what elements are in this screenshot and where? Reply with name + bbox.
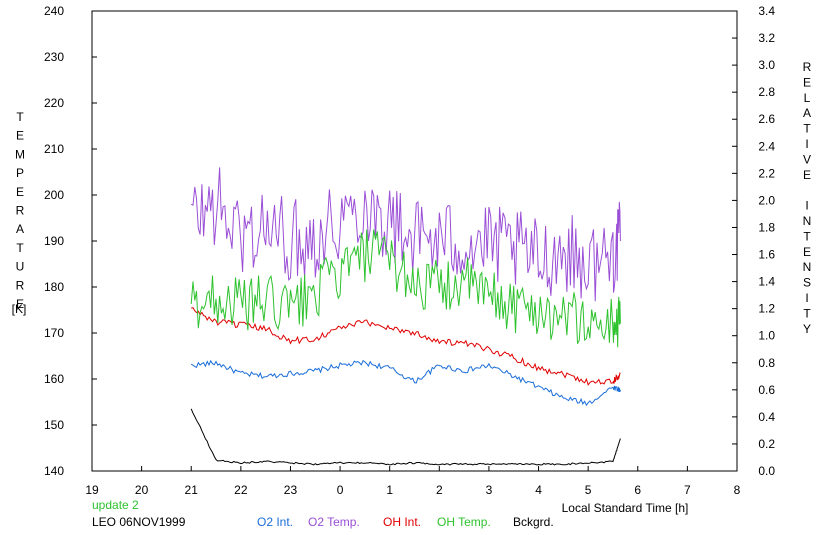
- right-title-letter: V: [803, 152, 811, 166]
- x-tick-label: 8: [734, 483, 741, 497]
- left-title-letter: R: [16, 278, 25, 292]
- left-title-letter: R: [16, 204, 25, 218]
- left-tick-label: 180: [44, 280, 64, 294]
- right-tick-label: 0.8: [758, 356, 775, 370]
- right-tick-label: 0.6: [758, 383, 775, 397]
- right-tick-label: 3.4: [758, 4, 775, 18]
- left-tick-label: 240: [44, 4, 64, 18]
- legend: O2 Int. O2 Temp. OH Int. OH Temp. Bckgrd.: [257, 515, 554, 529]
- series-line-oh-int: [191, 307, 621, 386]
- right-title-letter: E: [803, 75, 811, 89]
- right-title-letter: E: [803, 168, 811, 182]
- left-tick-label: 160: [44, 372, 64, 386]
- x-tick-label: 4: [535, 483, 542, 497]
- right-tick-label: 2.4: [758, 139, 775, 153]
- left-tick-label: 200: [44, 188, 64, 202]
- left-tick-label: 190: [44, 234, 64, 248]
- right-tick-label: 2.0: [758, 193, 775, 207]
- right-title-letter: Y: [803, 322, 811, 336]
- left-title-letter: P: [16, 166, 24, 180]
- right-title-letter: I: [805, 291, 808, 305]
- left-tick-label: 150: [44, 418, 64, 432]
- x-tick-label: 0: [337, 483, 344, 497]
- legend-entry: O2 Temp.: [308, 515, 360, 529]
- left-title-letter: A: [16, 222, 24, 236]
- right-tick-label: 3.2: [758, 31, 775, 45]
- right-axis: 0.0 0.2 0.4 0.6 0.8 1.0 1.2 1.4 1.6 1.8 2.0 2.2 2.4 2…: [732, 4, 775, 478]
- left-tick-label: 230: [44, 50, 64, 64]
- legend-entry: O2 Int.: [257, 515, 293, 529]
- right-tick-label: 1.0: [758, 329, 775, 343]
- right-tick-label: 1.2: [758, 302, 775, 316]
- right-tick-label: 2.2: [758, 166, 775, 180]
- right-title-letter: I: [805, 137, 808, 151]
- right-title-letter: A: [803, 106, 811, 120]
- left-title-letter: M: [15, 147, 25, 161]
- x-tick-label: 22: [234, 483, 248, 497]
- left-title-letter: E: [16, 129, 24, 143]
- right-tick-label: 3.0: [758, 58, 775, 72]
- x-tick-label: 1: [386, 483, 393, 497]
- right-title-letter: T: [803, 306, 811, 320]
- left-tick-label: 210: [44, 142, 64, 156]
- x-tick-label: 19: [85, 483, 99, 497]
- right-tick-label: 0.4: [758, 410, 775, 424]
- x-tick-label: 6: [634, 483, 641, 497]
- right-title-letter: R: [803, 60, 812, 74]
- x-axis: 19 20 21 22 23 0 1 2 3 4 5 6 7 8: [85, 466, 741, 497]
- x-tick-label: 5: [585, 483, 592, 497]
- right-tick-label: 1.4: [758, 275, 775, 289]
- left-title-letter: E: [16, 185, 24, 199]
- legend-entry: OH Temp.: [437, 515, 491, 529]
- left-title-letter: T: [16, 110, 24, 124]
- series-line-bckgrd: [190, 408, 621, 466]
- left-title-letter: T: [16, 241, 24, 255]
- series-line-o2-temp: [190, 167, 621, 302]
- right-tick-label: 1.8: [758, 220, 775, 234]
- station-annotation: LEO 06NOV1999: [92, 515, 186, 529]
- x-tick-label: 3: [486, 483, 493, 497]
- series-line-oh-temp: [190, 229, 621, 348]
- right-tick-label: 0.0: [758, 464, 775, 478]
- series-line-o2-int: [190, 359, 621, 407]
- left-tick-label: 140: [44, 464, 64, 478]
- right-title-letter: T: [803, 122, 811, 136]
- right-title-letter: E: [803, 245, 811, 259]
- left-tick-label: 220: [44, 96, 64, 110]
- x-tick-label: 23: [284, 483, 298, 497]
- left-tick-label: 170: [44, 326, 64, 340]
- right-title-letter: I: [805, 199, 808, 213]
- x-tick-label: 20: [135, 483, 149, 497]
- x-tick-label: 7: [684, 483, 691, 497]
- left-axis: 140 150 160 170 180 190 200 210 220 230 240: [44, 4, 97, 478]
- right-tick-label: 2.8: [758, 85, 775, 99]
- series-layer: [190, 167, 621, 466]
- right-tick-label: 2.6: [758, 112, 775, 126]
- right-title-letter: N: [803, 214, 812, 228]
- right-tick-label: 0.2: [758, 437, 775, 451]
- left-title-letter: E: [16, 297, 24, 311]
- left-axis-unit: [K]: [12, 302, 27, 316]
- right-title-letter: N: [803, 260, 812, 274]
- right-title-letter: T: [803, 229, 811, 243]
- legend-entry: OH Int.: [383, 515, 421, 529]
- x-tick-label: 2: [436, 483, 443, 497]
- left-title-letter: U: [16, 260, 25, 274]
- x-tick-label: 21: [185, 483, 199, 497]
- right-title-letter: L: [804, 91, 811, 105]
- status-annotation: update 2: [92, 498, 139, 512]
- x-axis-label: Local Standard Time [h]: [562, 501, 689, 515]
- right-title-letter: S: [803, 276, 811, 290]
- right-tick-label: 1.6: [758, 248, 775, 262]
- legend-entry: Bckgrd.: [513, 515, 554, 529]
